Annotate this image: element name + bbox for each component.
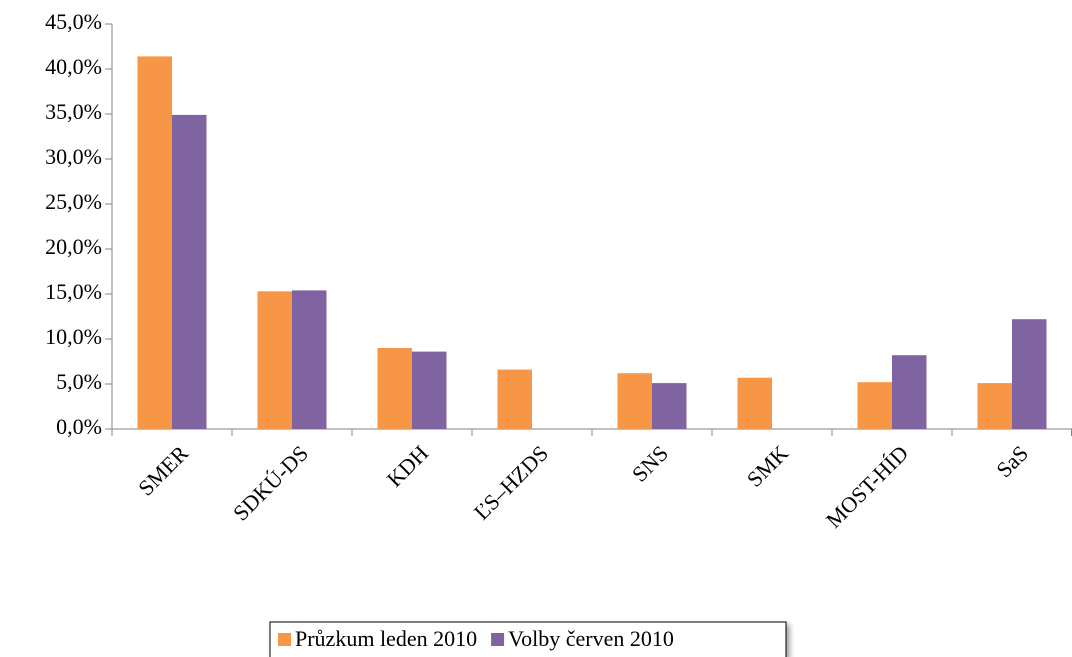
bar: [257, 291, 292, 429]
y-tick-label: 30,0%: [45, 144, 102, 169]
x-tick-label: SMER: [133, 440, 193, 500]
legend-swatch: [278, 633, 291, 646]
x-tick-label: SDKÚ-DS: [228, 440, 313, 525]
bar: [652, 383, 687, 429]
legend-swatch: [491, 633, 505, 646]
bar: [977, 383, 1012, 429]
bar: [892, 355, 927, 429]
bar: [412, 351, 447, 429]
x-tick-label: SNS: [627, 440, 673, 486]
x-tick-label: KDH: [382, 440, 433, 491]
legend-label: Průzkum leden 2010: [295, 626, 477, 651]
bar: [617, 373, 652, 429]
bar: [172, 114, 207, 430]
legend-box: [269, 621, 787, 657]
bar: [857, 382, 892, 429]
y-tick-label: 35,0%: [45, 99, 102, 124]
x-tick-label: ĽS–HZDS: [469, 440, 553, 524]
bar: [137, 56, 172, 430]
y-tick-label: 15,0%: [45, 279, 102, 304]
x-tick-label: SMK: [742, 440, 793, 491]
y-tick-label: 5,0%: [56, 369, 102, 394]
bar: [292, 290, 327, 429]
legend: Průzkum leden 2010 Volby červen 2010: [269, 621, 787, 657]
y-tick-label: 0,0%: [56, 414, 102, 439]
bar: [737, 377, 772, 429]
bar: [497, 369, 532, 429]
y-tick-label: 45,0%: [45, 9, 102, 34]
x-tick-label: SaS: [991, 440, 1033, 482]
y-tick-label: 40,0%: [45, 54, 102, 79]
y-tick-label: 10,0%: [45, 324, 102, 349]
y-tick-label: 20,0%: [45, 234, 102, 259]
y-tick-label: 25,0%: [45, 189, 102, 214]
legend-label: Volby červen 2010: [508, 626, 674, 651]
bar: [1012, 319, 1047, 429]
bar: [377, 348, 412, 429]
x-tick-label: MOST-HÍD: [821, 440, 913, 532]
